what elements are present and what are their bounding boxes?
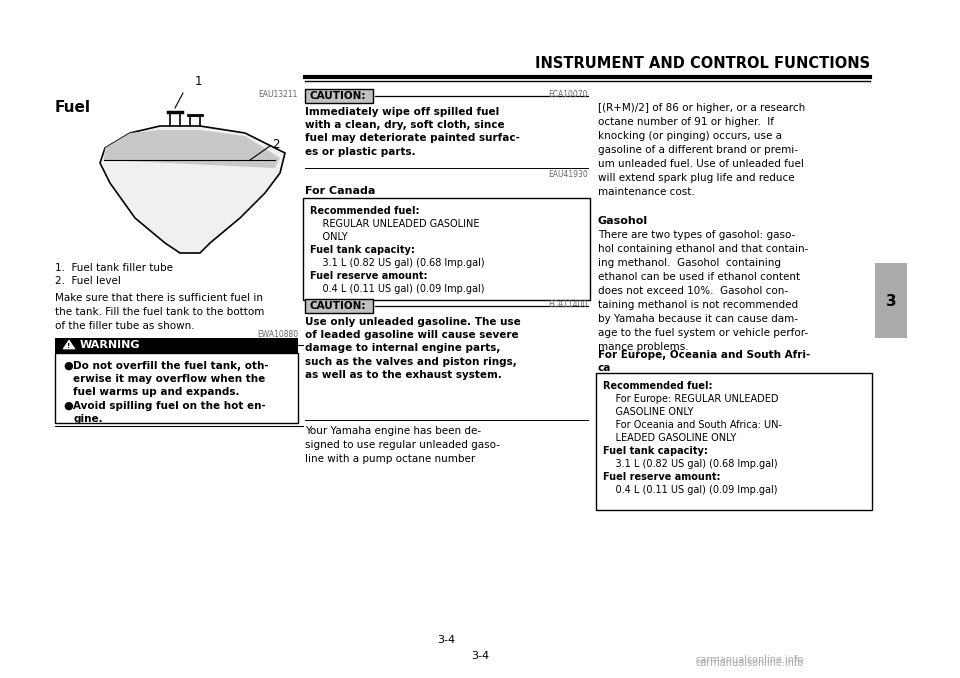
Text: Your Yamaha engine has been de-
signed to use regular unleaded gaso-
line with a: Your Yamaha engine has been de- signed t… [305,426,500,464]
Text: LEADED GASOLINE ONLY: LEADED GASOLINE ONLY [603,433,736,443]
FancyBboxPatch shape [55,338,298,353]
Text: For Oceania and South Africa: UN-: For Oceania and South Africa: UN- [603,420,782,430]
FancyBboxPatch shape [303,198,590,300]
Text: ONLY: ONLY [310,232,348,242]
Text: Gasohol: Gasohol [598,216,648,226]
Text: Recommended fuel:: Recommended fuel: [603,381,712,391]
FancyBboxPatch shape [875,263,907,338]
Polygon shape [100,126,285,253]
Text: 3-4: 3-4 [438,635,456,645]
Text: [(R+M)/2] of 86 or higher, or a research
octane number of 91 or higher.  If
knoc: [(R+M)/2] of 86 or higher, or a research… [598,103,805,197]
Text: carmanualsonline.info: carmanualsonline.info [696,658,804,668]
Text: 2: 2 [272,138,279,151]
Text: EAU41930: EAU41930 [548,170,588,179]
Text: Avoid spilling fuel on the hot en-
gine.: Avoid spilling fuel on the hot en- gine. [73,401,266,424]
Text: ECA10070: ECA10070 [548,90,588,99]
Text: Fuel tank capacity:: Fuel tank capacity: [603,446,708,456]
Text: Fuel reserve amount:: Fuel reserve amount: [603,472,721,482]
FancyBboxPatch shape [55,353,298,423]
Text: Make sure that there is sufficient fuel in
the tank. Fill the fuel tank to the b: Make sure that there is sufficient fuel … [55,293,264,331]
Text: For Europe: REGULAR UNLEADED: For Europe: REGULAR UNLEADED [603,394,779,404]
Text: ●: ● [63,361,73,371]
Text: CAUTION:: CAUTION: [309,91,366,101]
FancyBboxPatch shape [596,373,872,510]
Text: 1: 1 [195,75,203,88]
Text: Fuel: Fuel [55,100,91,115]
Text: 0.4 L (0.11 US gal) (0.09 lmp.gal): 0.4 L (0.11 US gal) (0.09 lmp.gal) [603,485,778,495]
Text: There are two types of gasohol: gaso-
hol containing ethanol and that contain-
i: There are two types of gasohol: gaso- ho… [598,230,808,352]
Text: WARNING: WARNING [80,340,140,350]
FancyBboxPatch shape [305,299,373,313]
Text: GASOLINE ONLY: GASOLINE ONLY [603,407,693,417]
Text: Fuel reserve amount:: Fuel reserve amount: [310,271,427,281]
Text: Recommended fuel:: Recommended fuel: [310,206,420,216]
Text: CAUTION:: CAUTION: [309,301,366,311]
Text: 3.1 L (0.82 US gal) (0.68 lmp.gal): 3.1 L (0.82 US gal) (0.68 lmp.gal) [603,459,778,469]
Text: Do not overfill the fuel tank, oth-
erwise it may overflow when the
fuel warms u: Do not overfill the fuel tank, oth- erwi… [73,361,269,397]
Text: EAU13211: EAU13211 [258,90,298,99]
Text: 3.1 L (0.82 US gal) (0.68 lmp.gal): 3.1 L (0.82 US gal) (0.68 lmp.gal) [310,258,485,268]
Text: EWA10880: EWA10880 [257,330,298,339]
Text: 1.  Fuel tank filler tube: 1. Fuel tank filler tube [55,263,173,273]
Text: For Canada: For Canada [305,186,375,196]
Text: REGULAR UNLEADED GASOLINE: REGULAR UNLEADED GASOLINE [310,219,479,229]
Text: !: ! [67,343,71,349]
Polygon shape [63,340,75,349]
FancyBboxPatch shape [305,89,373,103]
Text: 3: 3 [886,294,897,308]
Polygon shape [104,130,280,168]
Text: carmanualsonline.info: carmanualsonline.info [696,655,804,665]
Text: 0.4 L (0.11 US gal) (0.09 lmp.gal): 0.4 L (0.11 US gal) (0.09 lmp.gal) [310,284,485,294]
Text: Fuel tank capacity:: Fuel tank capacity: [310,245,415,255]
Text: For Europe, Oceania and South Afri-
ca: For Europe, Oceania and South Afri- ca [598,350,810,373]
Text: 3-4: 3-4 [471,651,489,661]
Text: Immediately wipe off spilled fuel
with a clean, dry, soft cloth, since
fuel may : Immediately wipe off spilled fuel with a… [305,107,520,157]
Text: INSTRUMENT AND CONTROL FUNCTIONS: INSTRUMENT AND CONTROL FUNCTIONS [535,56,870,71]
Text: ●: ● [63,401,73,411]
Text: Use only unleaded gasoline. The use
of leaded gasoline will cause severe
damage : Use only unleaded gasoline. The use of l… [305,317,520,380]
Text: ECA11400: ECA11400 [548,300,588,309]
Text: 2.  Fuel level: 2. Fuel level [55,276,121,286]
